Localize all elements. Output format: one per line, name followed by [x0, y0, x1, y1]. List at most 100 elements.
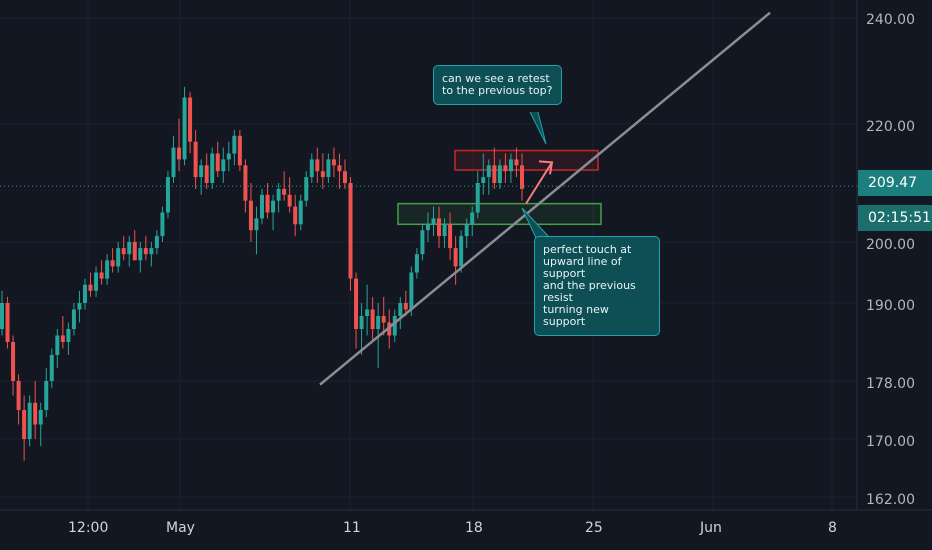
- candle-body: [221, 159, 226, 172]
- candle-body: [437, 218, 442, 237]
- y-tick-190: 190.00: [866, 298, 915, 314]
- candle-body: [38, 410, 43, 425]
- current-price-tag: 209.47: [858, 170, 932, 196]
- candle-body: [293, 206, 298, 225]
- candle-body: [298, 200, 303, 225]
- candle-body: [342, 171, 347, 183]
- x-tick-1200: 12:00: [68, 520, 108, 536]
- candle-body: [486, 165, 491, 178]
- candle-body: [138, 248, 143, 261]
- candle-body: [326, 159, 331, 178]
- candle-body: [33, 402, 38, 425]
- candle-body: [177, 147, 182, 160]
- projection-arrow: [525, 161, 553, 205]
- x-tick-11: 11: [343, 520, 361, 536]
- x-tick-25: 25: [585, 520, 603, 536]
- candle-body: [154, 236, 159, 249]
- candle-body: [265, 194, 270, 213]
- y-axis-ticks: 240.00 220.00 200.00 190.00 178.00 170.0…: [866, 12, 915, 508]
- candle-body: [398, 303, 403, 316]
- candle-body: [121, 248, 126, 255]
- candle-body: [420, 230, 425, 255]
- candle-body: [215, 153, 220, 172]
- candle-body: [271, 200, 276, 213]
- zones-layer: [397, 149, 602, 226]
- candle-body: [365, 309, 370, 316]
- y-tick-170: 170.00: [866, 434, 915, 450]
- x-axis-ticks: 12:00 May 11 18 25 Jun 8: [68, 520, 837, 536]
- candle-body: [27, 402, 32, 439]
- candle-body: [403, 303, 408, 310]
- candle-body: [287, 194, 292, 207]
- candle-body: [226, 153, 231, 160]
- candle-body: [520, 165, 524, 189]
- candle-body: [66, 329, 71, 342]
- x-tick-may: May: [166, 520, 195, 536]
- retest-annotation[interactable]: can we see a retest to the previous top?: [433, 65, 562, 105]
- resistance-zone: [454, 149, 599, 171]
- candle-body: [359, 316, 364, 329]
- candle-body: [337, 165, 342, 172]
- y-tick-220: 220.00: [866, 119, 915, 135]
- candle-body: [320, 171, 325, 178]
- candle-body: [260, 194, 264, 219]
- candle-body: [475, 183, 480, 213]
- candle-body: [88, 284, 93, 291]
- candle-body: [315, 159, 320, 172]
- candle-body: [94, 272, 99, 291]
- candle-body: [193, 141, 198, 178]
- candle-body: [55, 335, 60, 355]
- projection-arrowhead: [538, 160, 554, 175]
- candle-body: [237, 135, 242, 166]
- candle-body: [304, 177, 309, 201]
- candle-body: [204, 165, 209, 183]
- candle-body: [11, 342, 16, 381]
- candle-body: [459, 236, 464, 267]
- candle-body: [370, 309, 375, 329]
- candle-body: [248, 200, 253, 231]
- candle-body: [492, 165, 497, 183]
- candle-body: [448, 224, 453, 249]
- trendline: [319, 11, 771, 386]
- candle-body: [149, 248, 154, 255]
- candle-body: [105, 260, 110, 279]
- candle-body: [514, 159, 519, 166]
- candles-layer: [0, 86, 524, 461]
- candle-body: [254, 218, 259, 231]
- candle-body: [116, 248, 121, 267]
- candle-body: [442, 224, 447, 237]
- candle-body: [127, 242, 132, 255]
- candle-body: [16, 381, 21, 410]
- candle-body: [425, 224, 430, 231]
- candle-body: [354, 278, 359, 329]
- candle-body: [182, 97, 187, 160]
- candle-body: [381, 316, 386, 323]
- candle-body: [348, 183, 353, 279]
- candle-body: [409, 272, 414, 310]
- candle-body: [199, 165, 204, 178]
- candle-body: [110, 260, 115, 267]
- candle-body: [143, 248, 148, 255]
- candle-body: [22, 410, 27, 439]
- candle-body: [0, 303, 4, 329]
- y-tick-200: 200.00: [866, 237, 915, 253]
- candle-body: [331, 159, 336, 166]
- candle-body: [188, 97, 193, 142]
- candle-body: [5, 303, 10, 342]
- y-tick-240: 240.00: [866, 12, 915, 28]
- x-tick-8: 8: [828, 520, 837, 536]
- candle-body: [44, 381, 49, 410]
- candle-body: [431, 218, 436, 225]
- support-annotation[interactable]: perfect touch at upward line of support …: [534, 236, 660, 336]
- candle-body: [71, 309, 76, 329]
- candle-body: [464, 224, 469, 237]
- candle-body: [60, 335, 65, 342]
- support-callout-pointer: [521, 207, 551, 239]
- candle-body: [497, 165, 502, 183]
- candle-body: [503, 165, 508, 172]
- candle-body: [132, 242, 137, 261]
- candle-body: [49, 355, 54, 381]
- candle-body: [392, 316, 397, 336]
- candle-body: [171, 147, 176, 178]
- countdown-tag: 02:15:51: [858, 205, 932, 231]
